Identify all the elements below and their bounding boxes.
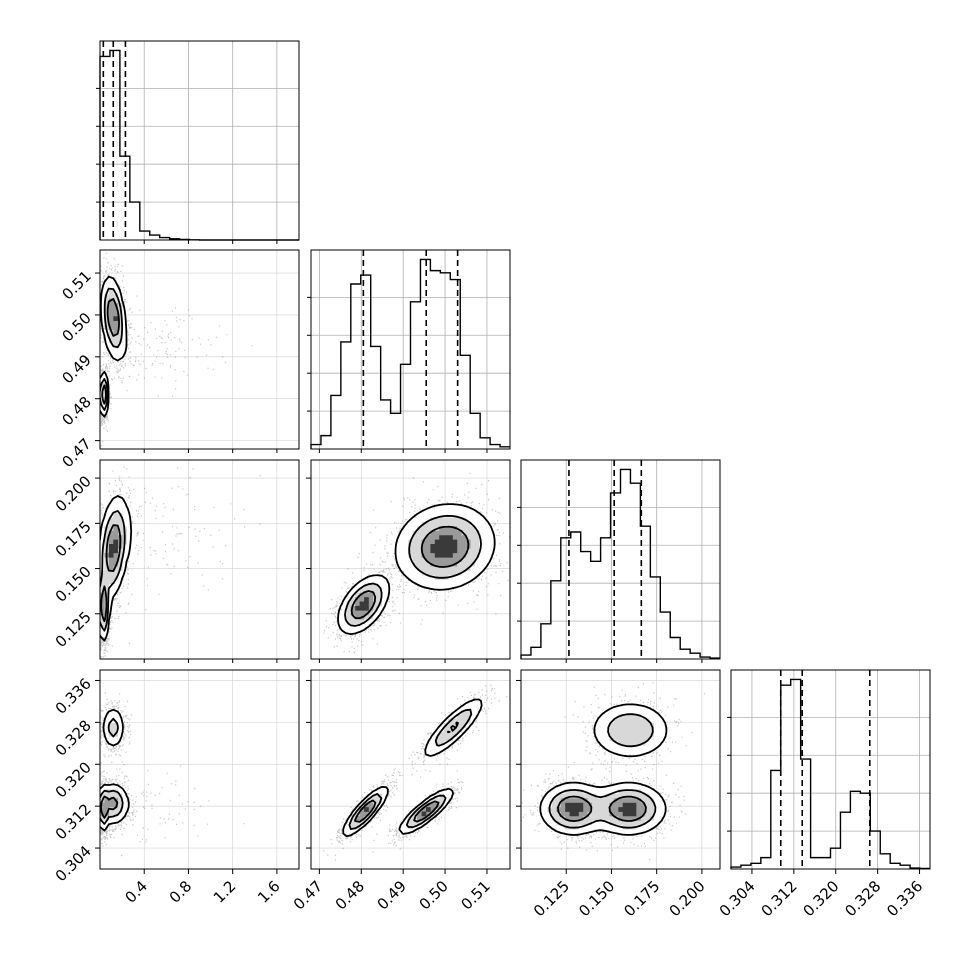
panel-frame bbox=[310, 669, 511, 870]
contour-line bbox=[557, 795, 647, 822]
contour-line bbox=[100, 287, 123, 411]
y-tick-label: 0.49 bbox=[58, 351, 94, 387]
joint-panel-2-0 bbox=[100, 460, 299, 659]
joint-panel-3-0 bbox=[100, 670, 299, 869]
y-tick-label: 0.48 bbox=[58, 393, 94, 429]
density-fill bbox=[565, 802, 637, 817]
x-tick-label: 0.304 bbox=[716, 877, 759, 920]
x-tick-label: 0.49 bbox=[374, 877, 410, 913]
contour-line bbox=[350, 525, 470, 620]
histogram-step bbox=[730, 678, 930, 870]
hist-panel-0 bbox=[96, 40, 300, 241]
y-tick-label: 0.320 bbox=[52, 758, 95, 801]
density-fill bbox=[342, 701, 484, 834]
x-tick-label: 0.312 bbox=[758, 877, 801, 920]
x-tick-label: 0.150 bbox=[575, 877, 618, 920]
density-fill bbox=[113, 316, 119, 322]
y-tick-label: 0.200 bbox=[52, 472, 95, 515]
contour-line bbox=[100, 795, 119, 819]
histogram-step bbox=[99, 49, 299, 241]
x-tick-label: 0.200 bbox=[666, 877, 709, 920]
contour-line bbox=[344, 514, 482, 627]
x-tick-label: 1.2 bbox=[210, 877, 240, 907]
contour-line bbox=[100, 495, 133, 642]
y-tick-label: 0.51 bbox=[58, 267, 94, 303]
panel-frame bbox=[730, 669, 931, 870]
panel-frame bbox=[99, 669, 300, 870]
contour-line bbox=[548, 713, 657, 829]
sample-points bbox=[100, 692, 245, 857]
x-tick-label: 0.125 bbox=[530, 877, 573, 920]
joint-panel-3-1 bbox=[311, 670, 510, 869]
density-fill bbox=[100, 709, 132, 830]
density-fill bbox=[547, 714, 654, 830]
y-tick-label: 0.175 bbox=[52, 517, 95, 560]
hist-panel-1 bbox=[307, 249, 511, 450]
y-tick-label: 0.125 bbox=[52, 608, 95, 651]
y-tick-label: 0.328 bbox=[52, 716, 95, 759]
density-fill bbox=[100, 798, 119, 817]
hist-panel-2 bbox=[517, 459, 721, 660]
density-fill bbox=[355, 802, 440, 821]
density-fill bbox=[364, 807, 431, 817]
sample-points bbox=[100, 466, 261, 659]
contour-line bbox=[101, 298, 120, 405]
x-tick-label: 0.175 bbox=[620, 877, 663, 920]
panel-frame bbox=[99, 459, 300, 660]
density-fill bbox=[346, 517, 480, 624]
x-tick-label: 0.4 bbox=[121, 877, 151, 907]
contour-line bbox=[354, 721, 459, 823]
y-tick-label: 0.304 bbox=[52, 842, 95, 885]
y-tick-label: 0.50 bbox=[58, 309, 94, 345]
density-fill bbox=[355, 535, 458, 611]
contour-line bbox=[342, 698, 483, 838]
panel-frame bbox=[310, 459, 511, 660]
y-tick-label: 0.47 bbox=[58, 435, 94, 471]
x-tick-label: 0.320 bbox=[799, 877, 842, 920]
contour-line bbox=[539, 703, 668, 836]
hist-panel-3 bbox=[727, 669, 931, 870]
histogram-step bbox=[310, 258, 510, 449]
y-tick-label: 0.312 bbox=[52, 800, 95, 843]
y-tick-label: 0.336 bbox=[52, 675, 95, 718]
contour-line bbox=[100, 275, 128, 418]
panel-frame bbox=[99, 40, 300, 241]
x-tick-label: 1.6 bbox=[254, 877, 284, 907]
x-tick-label: 0.50 bbox=[416, 877, 452, 913]
x-tick-label: 0.51 bbox=[457, 877, 493, 913]
contour-line bbox=[100, 708, 130, 832]
panel-frame bbox=[310, 249, 511, 450]
density-fill bbox=[350, 526, 471, 620]
contour-line bbox=[337, 503, 496, 635]
histogram-step bbox=[520, 468, 720, 659]
joint-panel-1-0 bbox=[100, 250, 299, 449]
joint-panel-2-1 bbox=[311, 460, 510, 659]
contour-line bbox=[100, 524, 122, 623]
x-tick-label: 0.328 bbox=[841, 877, 884, 920]
x-tick-label: 0.8 bbox=[166, 877, 196, 907]
panel-frame bbox=[520, 459, 721, 660]
contour-line bbox=[348, 708, 473, 830]
joint-panel-3-2 bbox=[521, 670, 720, 869]
x-tick-label: 0.47 bbox=[290, 877, 326, 913]
y-tick-label: 0.150 bbox=[52, 563, 95, 606]
density-fill bbox=[538, 705, 668, 834]
contour-line bbox=[100, 717, 124, 825]
x-tick-label: 0.336 bbox=[883, 877, 926, 920]
panel-frame bbox=[99, 249, 300, 450]
x-tick-label: 0.48 bbox=[332, 877, 368, 913]
density-fill bbox=[108, 539, 119, 558]
panel-frame bbox=[520, 669, 721, 870]
